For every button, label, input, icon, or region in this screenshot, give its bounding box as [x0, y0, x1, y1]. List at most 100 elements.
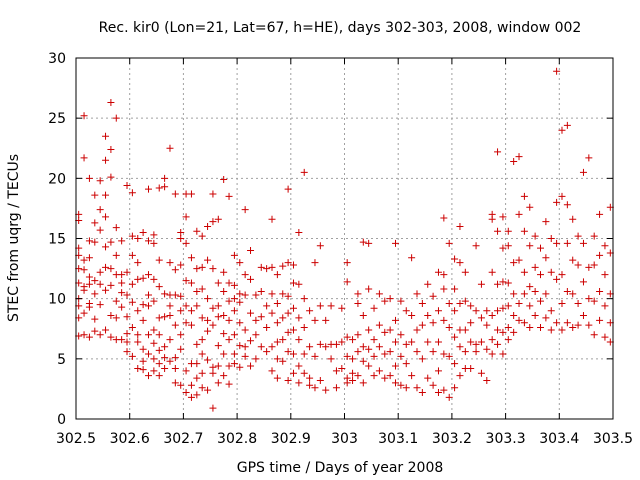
data-point: [537, 244, 545, 252]
data-point: [397, 381, 405, 389]
data-point: [563, 239, 571, 247]
data-point: [284, 309, 292, 317]
data-point: [144, 185, 152, 193]
data-point: [85, 280, 93, 288]
data-point: [311, 259, 319, 267]
data-point: [102, 326, 110, 334]
data-point: [386, 348, 394, 356]
x-tick-label: 303.2: [432, 431, 472, 447]
data-point: [386, 372, 394, 380]
data-point: [563, 201, 571, 209]
data-point: [558, 326, 566, 334]
data-point: [585, 263, 593, 271]
data-point: [268, 367, 276, 375]
data-point: [193, 340, 201, 348]
data-point: [85, 333, 93, 341]
data-point: [569, 256, 577, 264]
data-point: [553, 239, 561, 247]
data-point: [107, 238, 115, 246]
data-point: [134, 331, 142, 339]
data-point: [472, 242, 480, 250]
data-point: [488, 312, 496, 320]
data-point: [585, 154, 593, 162]
data-point: [236, 363, 244, 371]
data-point: [144, 302, 152, 310]
data-point: [80, 286, 88, 294]
data-point: [375, 343, 383, 351]
data-point: [171, 321, 179, 329]
data-point: [177, 345, 185, 353]
data-point: [118, 303, 126, 311]
data-point: [187, 279, 195, 287]
data-point: [118, 289, 126, 297]
data-point: [268, 343, 276, 351]
data-point: [123, 348, 131, 356]
data-point: [150, 239, 158, 247]
data-point: [354, 331, 362, 339]
data-point: [354, 372, 362, 380]
data-point: [343, 278, 351, 286]
data-point: [204, 256, 212, 264]
data-point: [91, 238, 99, 246]
data-point: [96, 268, 104, 276]
data-point: [494, 326, 502, 334]
y-tick-label: 5: [57, 352, 66, 368]
data-point: [504, 242, 512, 250]
data-point: [128, 280, 136, 288]
data-point: [558, 299, 566, 307]
data-point: [102, 132, 110, 140]
data-point: [402, 384, 410, 392]
data-point: [477, 369, 485, 377]
data-point: [214, 379, 222, 387]
data-point: [155, 346, 163, 354]
data-point: [451, 360, 459, 368]
data-point: [499, 213, 507, 221]
data-point: [85, 237, 93, 245]
data-point: [96, 331, 104, 339]
data-point: [306, 381, 314, 389]
data-point: [300, 295, 308, 303]
data-point: [182, 239, 190, 247]
data-point: [558, 192, 566, 200]
data-point: [349, 369, 357, 377]
data-point: [338, 364, 346, 372]
data-point: [499, 304, 507, 312]
data-point: [182, 367, 190, 375]
data-point: [488, 215, 496, 223]
data-point: [166, 144, 174, 152]
data-point: [483, 307, 491, 315]
data-point: [139, 345, 147, 353]
data-point: [445, 299, 453, 307]
data-point: [434, 367, 442, 375]
data-point: [198, 232, 206, 240]
data-point: [381, 350, 389, 358]
data-point: [161, 290, 169, 298]
data-point: [123, 330, 131, 338]
data-point: [128, 298, 136, 306]
data-point: [445, 352, 453, 360]
data-point: [193, 374, 201, 382]
x-axis-label: GPS time / Days of year 2008: [237, 460, 444, 476]
data-point: [354, 299, 362, 307]
data-point: [504, 227, 512, 235]
data-point: [284, 259, 292, 267]
data-point: [273, 271, 281, 279]
data-point: [322, 343, 330, 351]
data-point: [247, 337, 255, 345]
data-point: [429, 381, 437, 389]
data-point: [477, 314, 485, 322]
data-point: [461, 268, 469, 276]
data-point: [198, 384, 206, 392]
data-point: [273, 299, 281, 307]
data-point: [150, 339, 158, 347]
data-point: [198, 336, 206, 344]
data-point: [102, 243, 110, 251]
data-point: [123, 268, 131, 276]
data-point: [112, 114, 120, 122]
data-point: [354, 348, 362, 356]
data-point: [553, 198, 561, 206]
data-point: [332, 340, 340, 348]
data-point: [236, 259, 244, 267]
data-point: [161, 313, 169, 321]
y-tick-label: 20: [48, 171, 66, 187]
